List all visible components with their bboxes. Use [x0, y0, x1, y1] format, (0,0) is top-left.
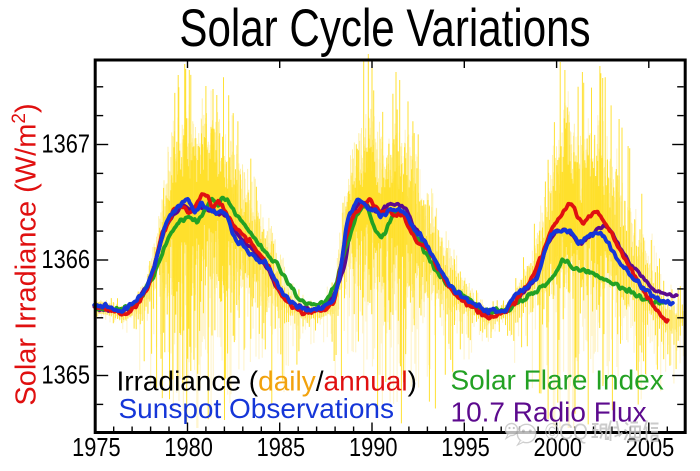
- svg-text:Solar Flare Index: Solar Flare Index: [451, 365, 664, 396]
- svg-text:1980: 1980: [164, 435, 212, 463]
- svg-text:1366: 1366: [42, 247, 90, 275]
- svg-text:1365: 1365: [42, 362, 90, 390]
- svg-text:©CQ: ©CQ: [545, 419, 588, 445]
- svg-text:1975: 1975: [72, 435, 120, 463]
- svg-text:1990: 1990: [349, 435, 397, 463]
- svg-text:10.7 Radio Flux: 10.7 Radio Flux: [451, 397, 647, 428]
- svg-text:2000: 2000: [534, 435, 582, 463]
- svg-text:1995: 1995: [441, 435, 489, 463]
- svg-text:1367: 1367: [42, 131, 90, 159]
- svg-text:Irradiance (daily/annual): Irradiance (daily/annual): [117, 366, 417, 397]
- svg-text:1985: 1985: [257, 435, 305, 463]
- svg-text:Sunspot Observations: Sunspot Observations: [119, 393, 395, 424]
- svg-text:Solar Cycle Variations: Solar Cycle Variations: [179, 0, 590, 58]
- svg-text:Solar Irradiance (W/m2): Solar Irradiance (W/m2): [9, 103, 43, 405]
- svg-text:2005: 2005: [626, 435, 674, 463]
